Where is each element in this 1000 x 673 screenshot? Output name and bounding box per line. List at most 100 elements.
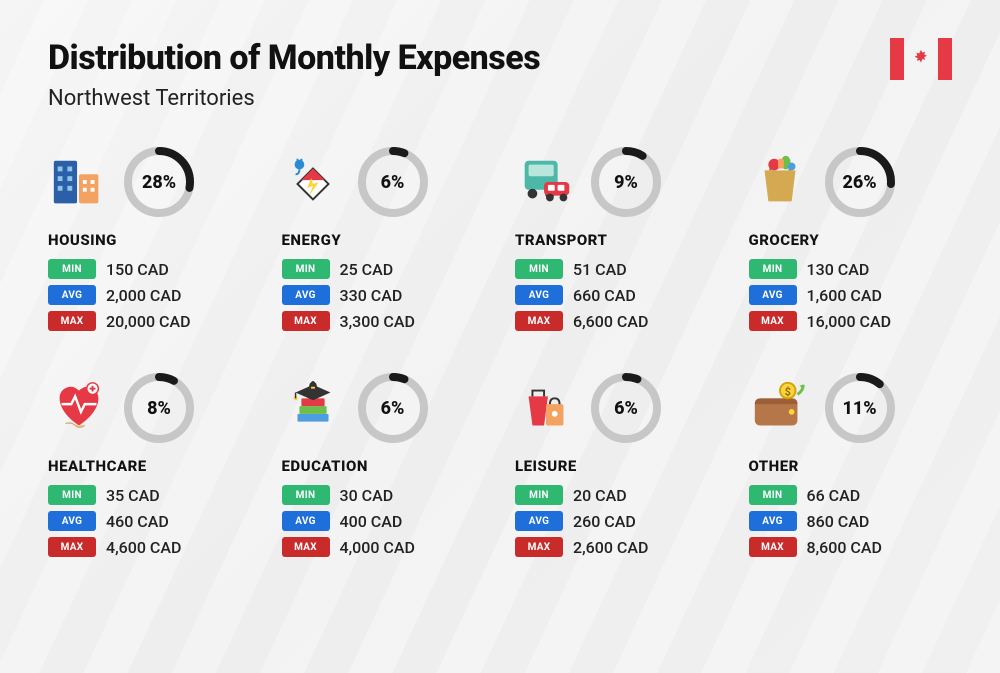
min-row: MIN 150 CAD bbox=[48, 259, 252, 279]
avg-row: AVG 460 CAD bbox=[48, 511, 252, 531]
min-tag: MIN bbox=[749, 259, 797, 279]
energy-icon bbox=[282, 151, 344, 213]
avg-value: 260 CAD bbox=[573, 512, 636, 531]
percent-value: 9% bbox=[591, 147, 661, 217]
percent-donut: 8% bbox=[124, 373, 194, 443]
avg-value: 1,600 CAD bbox=[807, 286, 882, 305]
max-value: 20,000 CAD bbox=[106, 312, 191, 331]
transport-icon bbox=[515, 151, 577, 213]
min-value: 150 CAD bbox=[106, 260, 169, 279]
category-name: LEISURE bbox=[515, 457, 719, 475]
max-row: MAX 2,600 CAD bbox=[515, 537, 719, 557]
max-tag: MAX bbox=[749, 311, 797, 331]
percent-donut: 6% bbox=[591, 373, 661, 443]
percent-donut: 26% bbox=[825, 147, 895, 217]
min-value: 66 CAD bbox=[807, 486, 861, 505]
max-row: MAX 16,000 CAD bbox=[749, 311, 953, 331]
housing-icon bbox=[48, 151, 110, 213]
percent-donut: 28% bbox=[124, 147, 194, 217]
percent-value: 6% bbox=[358, 373, 428, 443]
category-card-education: 6% EDUCATION MIN 30 CAD AVG 400 CAD MAX … bbox=[282, 373, 486, 563]
min-value: 25 CAD bbox=[340, 260, 394, 279]
avg-value: 2,000 CAD bbox=[106, 286, 181, 305]
max-value: 4,600 CAD bbox=[106, 538, 181, 557]
min-row: MIN 51 CAD bbox=[515, 259, 719, 279]
max-row: MAX 4,600 CAD bbox=[48, 537, 252, 557]
category-name: TRANSPORT bbox=[515, 231, 719, 249]
category-name: GROCERY bbox=[749, 231, 953, 249]
max-tag: MAX bbox=[282, 537, 330, 557]
percent-value: 11% bbox=[825, 373, 895, 443]
max-value: 6,600 CAD bbox=[573, 312, 648, 331]
max-value: 4,000 CAD bbox=[340, 538, 415, 557]
max-value: 8,600 CAD bbox=[807, 538, 882, 557]
percent-donut: 6% bbox=[358, 147, 428, 217]
min-value: 51 CAD bbox=[573, 260, 627, 279]
min-tag: MIN bbox=[282, 485, 330, 505]
avg-row: AVG 860 CAD bbox=[749, 511, 953, 531]
other-icon: $ bbox=[749, 377, 811, 439]
avg-value: 330 CAD bbox=[340, 286, 403, 305]
avg-tag: AVG bbox=[515, 285, 563, 305]
max-row: MAX 20,000 CAD bbox=[48, 311, 252, 331]
min-value: 20 CAD bbox=[573, 486, 627, 505]
max-row: MAX 6,600 CAD bbox=[515, 311, 719, 331]
max-tag: MAX bbox=[282, 311, 330, 331]
leisure-icon bbox=[515, 377, 577, 439]
percent-value: 6% bbox=[591, 373, 661, 443]
min-tag: MIN bbox=[48, 485, 96, 505]
category-card-other: $ 11% OTHER MIN 66 CAD AVG 860 CAD MAX 8… bbox=[749, 373, 953, 563]
category-card-housing: 28% HOUSING MIN 150 CAD AVG 2,000 CAD MA… bbox=[48, 147, 252, 337]
page-title: Distribution of Monthly Expenses bbox=[48, 38, 540, 78]
avg-tag: AVG bbox=[48, 285, 96, 305]
avg-row: AVG 260 CAD bbox=[515, 511, 719, 531]
max-tag: MAX bbox=[48, 537, 96, 557]
avg-value: 860 CAD bbox=[807, 512, 870, 531]
avg-tag: AVG bbox=[749, 285, 797, 305]
min-tag: MIN bbox=[282, 259, 330, 279]
category-name: HOUSING bbox=[48, 231, 252, 249]
max-tag: MAX bbox=[48, 311, 96, 331]
max-tag: MAX bbox=[515, 537, 563, 557]
min-value: 30 CAD bbox=[340, 486, 394, 505]
percent-donut: 6% bbox=[358, 373, 428, 443]
min-tag: MIN bbox=[515, 259, 563, 279]
category-name: EDUCATION bbox=[282, 457, 486, 475]
avg-tag: AVG bbox=[282, 511, 330, 531]
min-value: 130 CAD bbox=[807, 260, 870, 279]
category-name: HEALTHCARE bbox=[48, 457, 252, 475]
avg-value: 460 CAD bbox=[106, 512, 169, 531]
max-value: 3,300 CAD bbox=[340, 312, 415, 331]
category-card-transport: 9% TRANSPORT MIN 51 CAD AVG 660 CAD MAX … bbox=[515, 147, 719, 337]
grocery-icon bbox=[749, 151, 811, 213]
avg-tag: AVG bbox=[282, 285, 330, 305]
min-tag: MIN bbox=[515, 485, 563, 505]
avg-row: AVG 1,600 CAD bbox=[749, 285, 953, 305]
max-value: 2,600 CAD bbox=[573, 538, 648, 557]
category-grid: 28% HOUSING MIN 150 CAD AVG 2,000 CAD MA… bbox=[48, 147, 952, 563]
percent-donut: 9% bbox=[591, 147, 661, 217]
avg-row: AVG 2,000 CAD bbox=[48, 285, 252, 305]
percent-value: 6% bbox=[358, 147, 428, 217]
healthcare-icon bbox=[48, 377, 110, 439]
max-value: 16,000 CAD bbox=[807, 312, 892, 331]
category-card-healthcare: 8% HEALTHCARE MIN 35 CAD AVG 460 CAD MAX… bbox=[48, 373, 252, 563]
avg-row: AVG 400 CAD bbox=[282, 511, 486, 531]
min-value: 35 CAD bbox=[106, 486, 160, 505]
min-row: MIN 35 CAD bbox=[48, 485, 252, 505]
avg-row: AVG 330 CAD bbox=[282, 285, 486, 305]
category-card-grocery: 26% GROCERY MIN 130 CAD AVG 1,600 CAD MA… bbox=[749, 147, 953, 337]
category-card-leisure: 6% LEISURE MIN 20 CAD AVG 260 CAD MAX 2,… bbox=[515, 373, 719, 563]
min-row: MIN 25 CAD bbox=[282, 259, 486, 279]
canada-flag-icon bbox=[890, 38, 952, 80]
min-row: MIN 30 CAD bbox=[282, 485, 486, 505]
avg-value: 400 CAD bbox=[340, 512, 403, 531]
min-row: MIN 66 CAD bbox=[749, 485, 953, 505]
avg-value: 660 CAD bbox=[573, 286, 636, 305]
education-icon bbox=[282, 377, 344, 439]
avg-tag: AVG bbox=[48, 511, 96, 531]
svg-text:$: $ bbox=[784, 385, 790, 398]
max-tag: MAX bbox=[515, 311, 563, 331]
category-name: OTHER bbox=[749, 457, 953, 475]
min-tag: MIN bbox=[749, 485, 797, 505]
